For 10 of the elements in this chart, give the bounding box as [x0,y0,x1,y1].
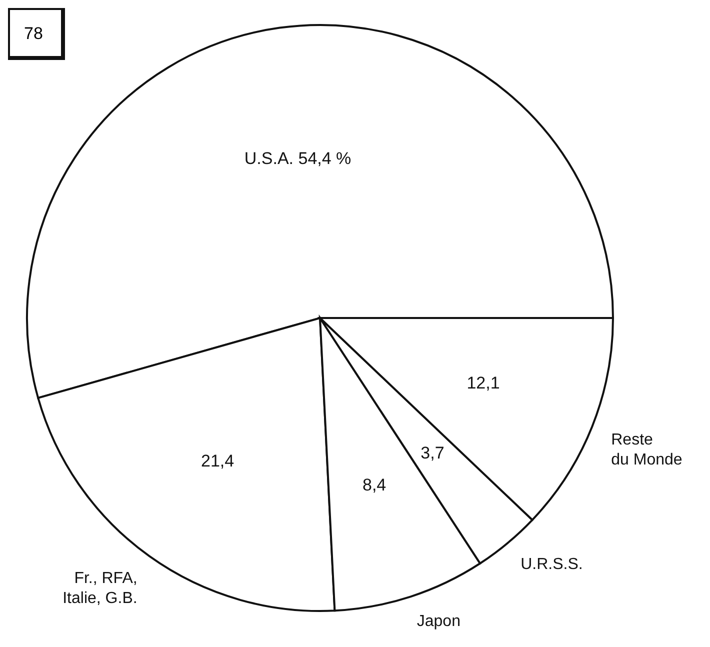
data-label: 12,1 [466,374,500,393]
chart-title: 78 [8,8,65,60]
slice-label: Reste du Monde [611,431,682,468]
slice-label: Fr., RFA, Italie, G.B. [62,570,138,607]
data-label: 21,4 [201,451,234,470]
data-label: 3,7 [420,444,444,463]
data-label: 8,4 [362,476,386,495]
data-label: U.S.A. 54,4 % [244,148,352,168]
slice-label: U.R.S.S. [520,556,583,573]
slice-label: Japon [416,613,460,630]
